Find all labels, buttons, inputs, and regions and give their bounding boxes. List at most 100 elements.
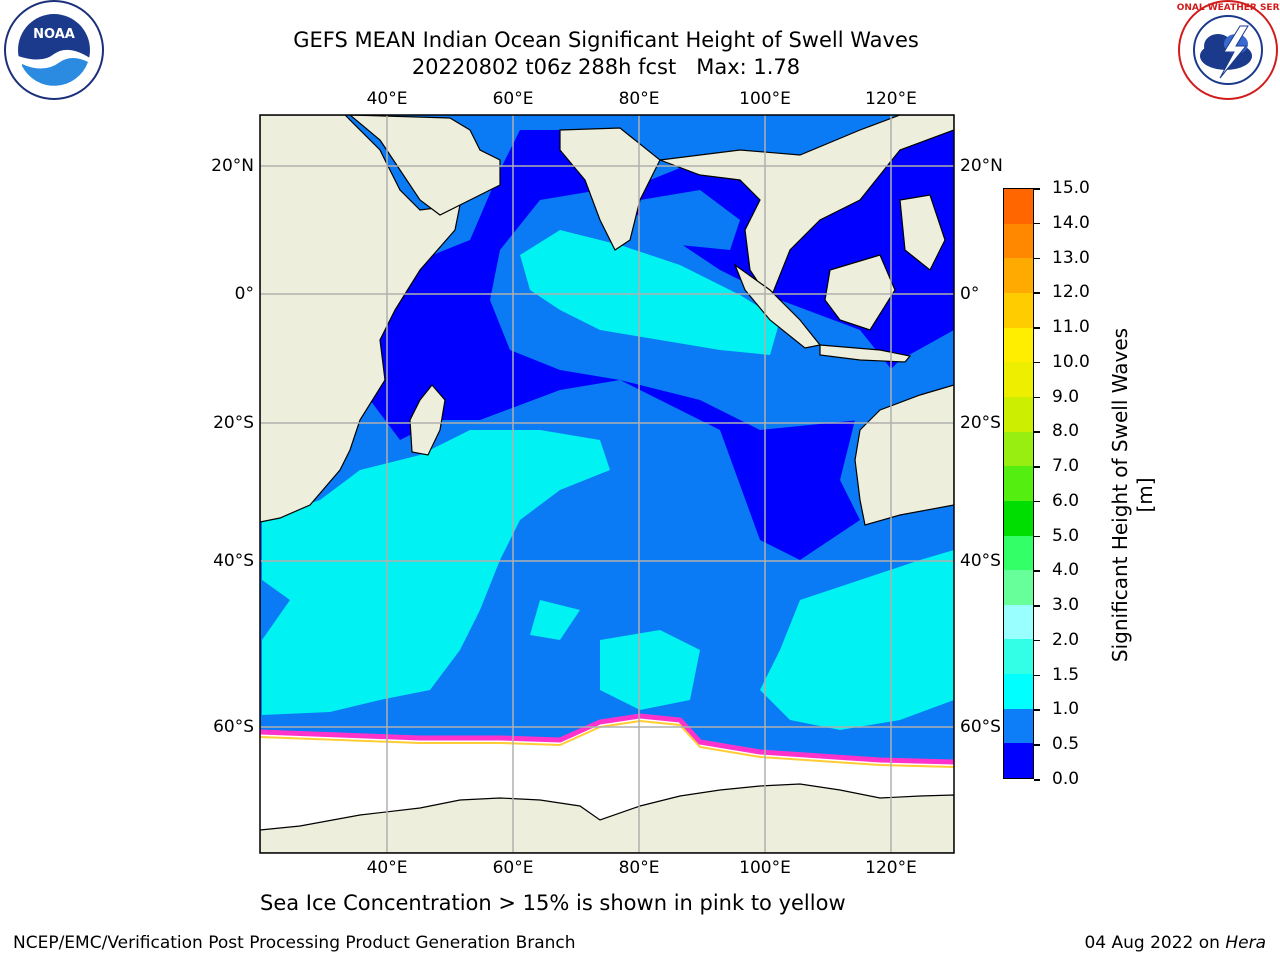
lon-label-bottom-60e: 60°E [492, 858, 534, 878]
nws-logo: NATIONAL WEATHER SERVICE [1176, 0, 1280, 100]
colorbar-tick-mark [1034, 396, 1040, 399]
colorbar-band [1004, 743, 1033, 778]
chart-subtitle: 20220802 t06z 288h fcst Max: 1.78 [411, 55, 801, 79]
colorbar-band [1004, 223, 1033, 259]
credit-text: NCEP/EMC/Verification Post Processing Pr… [13, 933, 576, 953]
lon-label-top-100e: 100°E [739, 89, 791, 109]
colorbar-tick-mark [1034, 431, 1040, 433]
mid-blue-bay [640, 190, 740, 250]
map-frame [259, 114, 955, 854]
date-text: 04 Aug 2022 on [1084, 933, 1226, 953]
ice-note: Sea Ice Concentration > 15% is shown in … [260, 891, 846, 915]
cyan-southwest [262, 430, 610, 715]
colorbar-tick-label: 4.0 [1052, 560, 1080, 581]
colorbar-tick-label: 1.0 [1052, 699, 1080, 720]
colorbar-label: Significant Height of Swell Waves [m] [1108, 327, 1157, 663]
noaa-logo: NOAA [4, 0, 104, 100]
lon-label-top-60e: 60°E [492, 89, 534, 109]
colorbar-band [1004, 500, 1033, 536]
land-se-asia [659, 115, 954, 302]
lat-label-left-0: 0° [234, 284, 254, 304]
colorbar-tick-label: 7.0 [1052, 456, 1080, 477]
colorbar-tick-mark [1034, 744, 1040, 746]
cyan-patch-2 [600, 630, 700, 710]
colorbar [1003, 188, 1034, 779]
land-philippines [899, 194, 946, 271]
lat-label-left-60s: 60°S [213, 717, 254, 737]
colorbar-band [1004, 189, 1033, 224]
land-borneo [824, 254, 896, 331]
machine-text: Hera [1225, 933, 1266, 953]
chart-title: GEFS MEAN Indian Ocean Significant Heigh… [293, 28, 919, 52]
colorbar-tick-mark [1034, 674, 1040, 677]
cyan-equatorial [520, 230, 780, 355]
colorbar-tick-mark [1034, 639, 1040, 642]
colorbar-band [1004, 466, 1033, 501]
colorbar-tick-mark [1034, 535, 1040, 538]
colorbar-tick-mark [1034, 709, 1040, 711]
lon-label-bottom-80e: 80°E [618, 858, 660, 878]
lon-label-bottom-120e: 120°E [865, 858, 917, 878]
colorbar-band [1004, 293, 1033, 328]
colorbar-tick-mark [1034, 361, 1040, 364]
lat-label-right-20s: 20°S [960, 413, 1001, 433]
colorbar-tick-label: 13.0 [1052, 247, 1090, 268]
land-australia [854, 384, 954, 526]
colorbar-tick-label: 11.0 [1052, 317, 1090, 338]
colorbar-tick-mark [1034, 327, 1040, 329]
lon-label-top-40e: 40°E [366, 89, 408, 109]
colorbar-tick-label: 15.0 [1052, 178, 1090, 198]
land-sumatra [733, 263, 822, 349]
colorbar-tick-mark [1034, 605, 1040, 607]
lat-label-right-0: 0° [960, 284, 980, 304]
colorbar-ticks: 15.0 14.0 13.0 12.0 11.0 10.0 9.0 8.0 7.0 6.0 5.0 4… [1034, 178, 1104, 790]
cyan-patch-1 [530, 600, 580, 640]
colorbar-band [1004, 674, 1033, 709]
colorbar-tick-mark [1034, 188, 1040, 190]
ice-edge [260, 713, 954, 765]
lat-label-left-20n: 20°N [211, 156, 254, 176]
colorbar-tick-label: 0.0 [1052, 769, 1080, 789]
land-java [819, 344, 912, 363]
map-field [260, 115, 954, 853]
colorbar-band [1004, 604, 1033, 640]
colorbar-tick-label: 5.0 [1052, 525, 1080, 546]
colorbar-tick-label: 10.0 [1052, 351, 1090, 372]
date-stamp: 04 Aug 2022 on Hera [1084, 933, 1266, 953]
land-india [559, 127, 661, 251]
colorbar-band [1004, 431, 1033, 467]
colorbar-band [1004, 535, 1033, 571]
colorbar-tick-mark [1034, 222, 1040, 225]
lat-label-right-60s: 60°S [960, 717, 1001, 737]
colorbar-tick-label: 9.0 [1052, 386, 1080, 407]
noaa-logo-text: NOAA [33, 27, 75, 42]
ice-edge-yellow [260, 719, 954, 768]
colorbar-tick-label: 3.0 [1052, 595, 1080, 616]
colorbar-band [1004, 362, 1033, 397]
lat-label-left-40s: 40°S [213, 551, 254, 571]
lon-label-top-120e: 120°E [865, 89, 917, 109]
land-antarctica [260, 783, 954, 853]
colorbar-label-wrap: Significant Height of Swell Waves [m] [1103, 312, 1163, 662]
colorbar-band [1004, 327, 1033, 363]
colorbar-tick-label: 0.5 [1052, 734, 1080, 755]
colorbar-tick-label: 14.0 [1052, 212, 1090, 233]
colorbar-tick-label: 12.0 [1052, 282, 1090, 303]
colorbar-band [1004, 708, 1033, 744]
cyan-southeast [760, 550, 954, 730]
colorbar-band [1004, 570, 1033, 605]
colorbar-tick-mark [1034, 292, 1040, 294]
graticule [260, 115, 954, 853]
lon-label-bottom-100e: 100°E [739, 858, 791, 878]
colorbar-tick-label: 6.0 [1052, 490, 1080, 511]
colorbar-band [1004, 258, 1033, 294]
colorbar-band [1004, 639, 1033, 675]
colorbar-band [1004, 396, 1033, 432]
colorbar-tick-label: 8.0 [1052, 421, 1080, 442]
lon-label-bottom-40e: 40°E [366, 858, 408, 878]
lon-label-top-80e: 80°E [618, 89, 660, 109]
land-madagascar [409, 384, 446, 456]
colorbar-tick-mark [1034, 500, 1040, 503]
colorbar-tick-label: 2.0 [1052, 629, 1080, 650]
